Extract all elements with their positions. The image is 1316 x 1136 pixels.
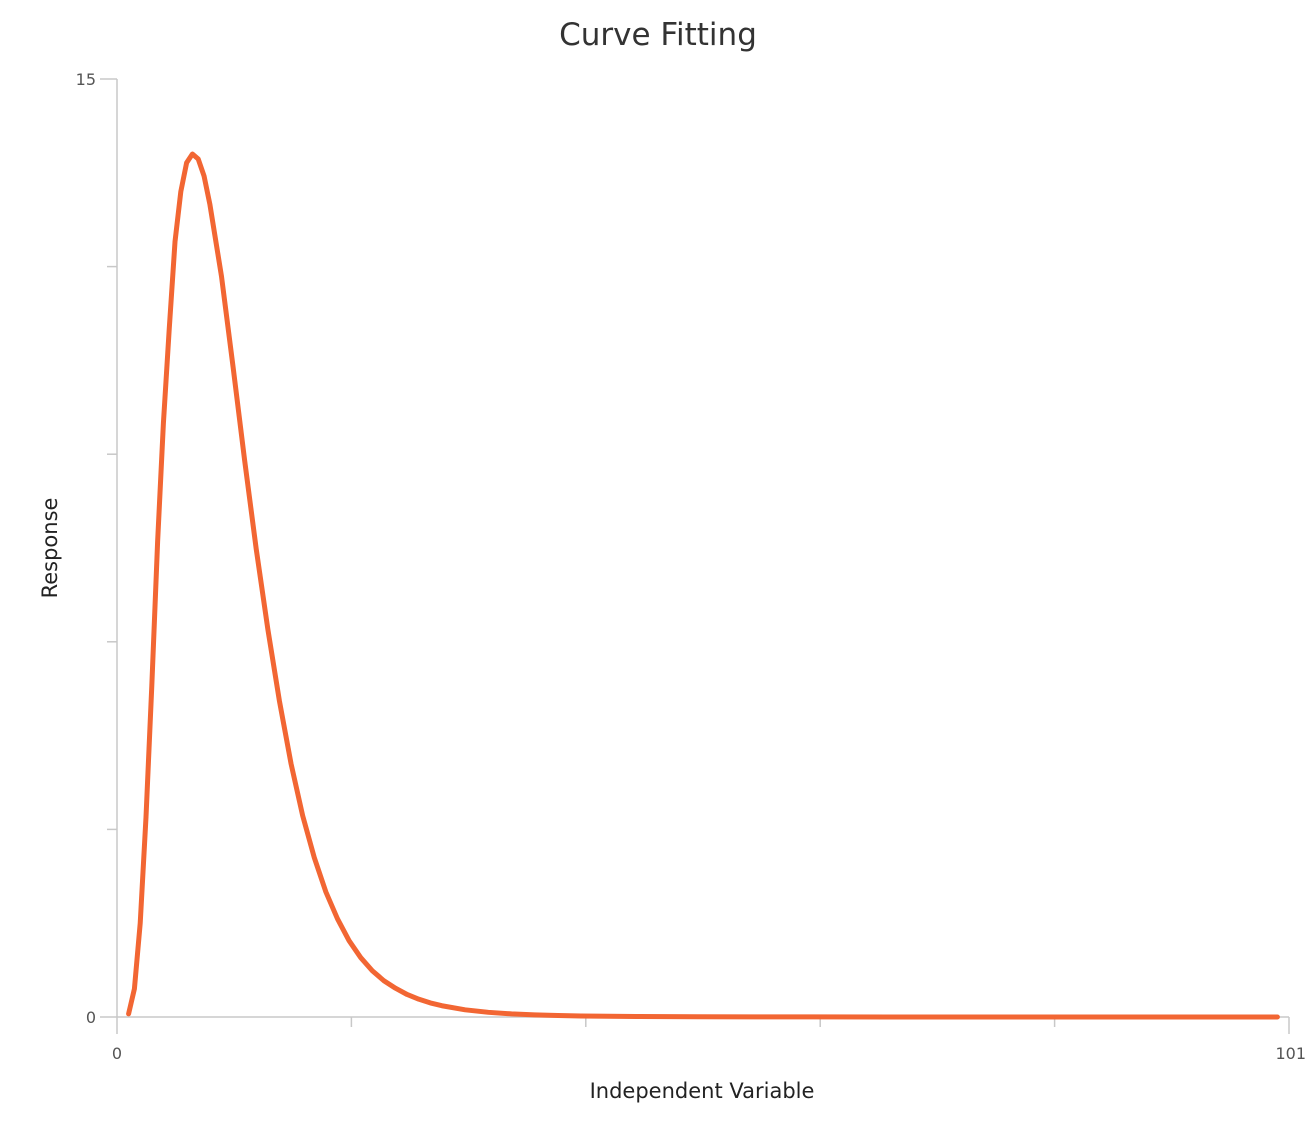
x-axis-ticks: 0 101 — [112, 1017, 1306, 1063]
y-tick-label: 0 — [86, 1008, 96, 1027]
y-axis-ticks: 0 15 — [76, 70, 117, 1027]
x-tick-label: 101 — [1275, 1044, 1306, 1063]
x-tick-label: 0 — [112, 1044, 122, 1063]
series-group — [126, 151, 1280, 1020]
series-line — [126, 151, 1280, 1020]
x-axis-label: Independent Variable — [590, 1079, 815, 1103]
chart-title: Curve Fitting — [559, 17, 757, 53]
y-axis-label: Response — [38, 498, 62, 599]
y-tick-label: 15 — [76, 70, 96, 89]
